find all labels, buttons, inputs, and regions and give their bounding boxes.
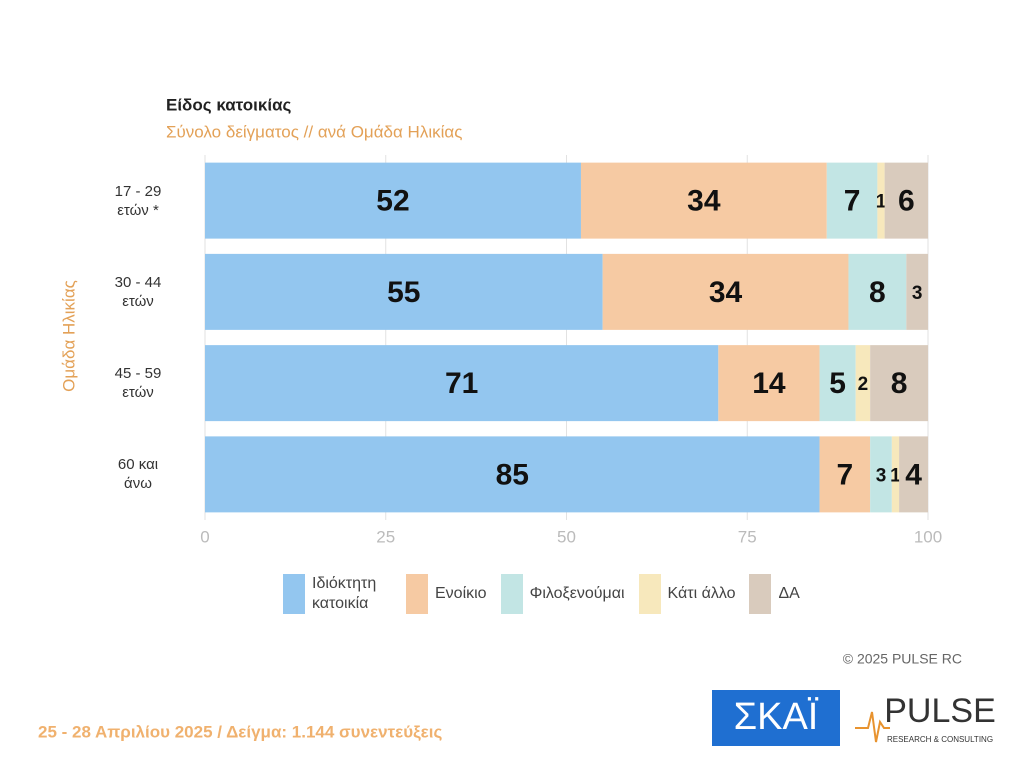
value-label: 7	[844, 185, 861, 218]
y-axis-label: Ομάδα Ηλικίας	[59, 280, 78, 392]
y-tick-label: 17 - 29 ετών *	[114, 182, 162, 219]
value-label: 14	[752, 367, 786, 400]
value-label: 2	[858, 374, 869, 395]
chart-subtitle: Σύνολο δείγματος // ανά Ομάδα Ηλικίας	[166, 122, 462, 141]
bar-segment	[848, 253, 907, 330]
x-tick-label: 25	[376, 527, 395, 546]
pulse-wave	[855, 711, 890, 743]
value-label: 3	[912, 283, 923, 304]
y-tick-label: 30 - 44 ετών	[114, 273, 162, 310]
bar-segment	[602, 253, 849, 330]
bar-segment	[826, 162, 878, 239]
pulse-logo: PULSE	[884, 692, 996, 730]
bar-segment	[877, 162, 885, 239]
bar-segment	[906, 253, 928, 330]
y-tick-label: 45 - 59 ετών	[114, 365, 162, 402]
bar-segment	[580, 162, 827, 239]
bar-segment	[205, 436, 820, 513]
legend-item: Φιλοξενούμαι	[500, 574, 625, 614]
x-tick-label: 100	[914, 527, 942, 546]
value-label: 8	[891, 367, 908, 400]
legend-swatch	[749, 574, 772, 614]
copyright: © 2025 PULSE RC	[843, 651, 962, 667]
bar-segment	[205, 345, 719, 422]
bar-segment	[718, 345, 820, 422]
bar-segment	[884, 162, 928, 239]
value-label: 5	[829, 367, 846, 400]
bar-segment	[205, 162, 581, 239]
bar-segment	[870, 436, 892, 513]
y-tick-label: 60 και άνω	[117, 456, 159, 493]
bar-segment	[855, 345, 871, 422]
bar-segment	[870, 345, 928, 422]
legend-item: Ενοίκιο	[406, 574, 487, 614]
bar-segment	[819, 436, 871, 513]
footer-note: 25 - 28 Απριλίου 2025 / Δείγμα: 1.144 συ…	[38, 722, 442, 741]
legend-label: Φιλοξενούμαι	[529, 585, 625, 602]
value-label: 1	[890, 465, 901, 486]
legend-label: Ιδιόκτητη κατοικία	[312, 575, 377, 612]
legend-item: Ιδιόκτητη κατοικία	[283, 574, 392, 614]
legend: Ιδιόκτητη κατοικία Ενοίκιο Φιλοξενούμαι Κάτ…	[283, 574, 800, 614]
legend-item: Κάτι άλλο	[638, 574, 736, 614]
value-label: 34	[687, 185, 721, 218]
value-label: 6	[898, 185, 915, 218]
value-label: 8	[869, 276, 886, 309]
value-label: 85	[496, 458, 529, 491]
x-tick-label: 50	[557, 527, 576, 546]
x-tick-label: 0	[200, 527, 209, 546]
skai-logo: ΣΚΑΪ	[734, 696, 819, 738]
value-label: 55	[387, 276, 420, 309]
legend-swatch	[283, 574, 305, 614]
legend-swatch	[500, 574, 523, 614]
x-tick-label: 75	[738, 527, 757, 546]
bar-segment	[891, 436, 900, 513]
value-label: 34	[709, 276, 743, 309]
chart-title: Είδος κατοικίας	[166, 95, 292, 114]
value-label: 3	[876, 465, 887, 486]
legend-label: Κάτι άλλο	[667, 585, 736, 602]
skai-logo-box	[712, 690, 840, 746]
value-label: 4	[905, 458, 922, 491]
legend-label: Ενοίκιο	[435, 585, 487, 602]
legend-swatch	[406, 574, 428, 614]
value-label: 7	[837, 458, 854, 491]
bar-segment	[819, 345, 856, 422]
legend-item: ΔΑ	[749, 574, 800, 614]
pulse-logo-sub: RESEARCH & CONSULTING	[887, 735, 993, 744]
value-label: 1	[876, 192, 887, 213]
legend-label: ΔΑ	[778, 585, 800, 602]
value-label: 52	[376, 185, 409, 218]
legend-swatch	[638, 574, 661, 614]
bar-segment	[205, 253, 603, 330]
bar-segment	[899, 436, 928, 513]
value-label: 71	[445, 367, 478, 400]
